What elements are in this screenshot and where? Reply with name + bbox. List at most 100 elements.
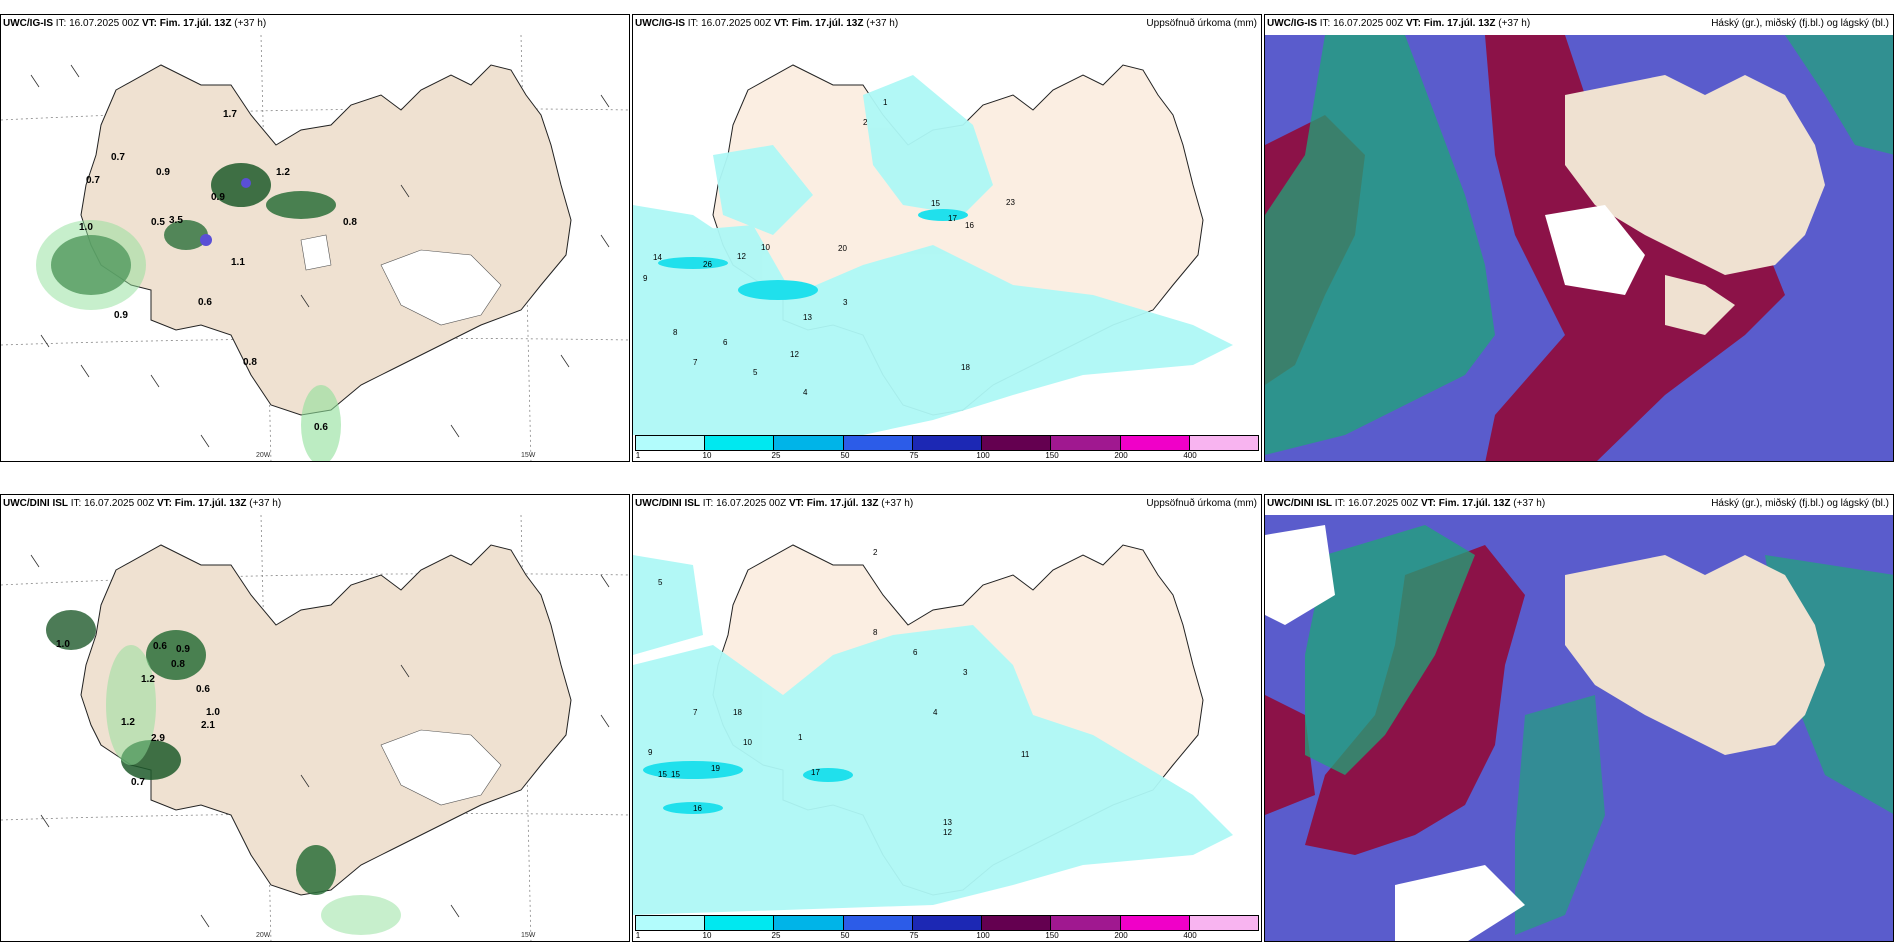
rain-label: 1.0 bbox=[56, 639, 70, 650]
map-wind-rain-top: 0.7 0.9 1.7 0.8 1.2 0.9 0.7 1.0 0.5 3.5 … bbox=[1, 35, 629, 461]
precip-number: 12 bbox=[943, 828, 952, 837]
panel-clouds-top: UWC/IG-IS IT: 16.07.2025 00Z VT: Fim. 17… bbox=[1264, 14, 1894, 462]
rain-label: 1.2 bbox=[276, 167, 290, 178]
colorbar-segment bbox=[636, 436, 706, 450]
precip-number: 12 bbox=[737, 252, 746, 261]
panel-header: UWC/DINI ISL IT: 16.07.2025 00Z VT: Fim.… bbox=[1267, 498, 1546, 509]
precip-number: 19 bbox=[711, 764, 720, 773]
colorbar-labels: 1 10 25 50 75 100 150 200 400 bbox=[635, 451, 1197, 460]
wind-barbs bbox=[30, 554, 610, 928]
colorbar-segment bbox=[1189, 916, 1258, 930]
precip-number: 10 bbox=[761, 243, 770, 252]
rain-label: 0.7 bbox=[86, 175, 100, 186]
rain-label: 0.8 bbox=[171, 659, 185, 670]
rain-label: 0.9 bbox=[176, 644, 190, 655]
precip-areas bbox=[633, 75, 1233, 435]
precip-number: 7 bbox=[693, 358, 698, 367]
precip-number: 10 bbox=[743, 738, 752, 747]
rain-label: 0.7 bbox=[131, 777, 145, 788]
panel-wind-rain-top: UWC/IG-IS IT: 16.07.2025 00Z VT: Fim. 17… bbox=[0, 14, 630, 462]
precip-number: 13 bbox=[943, 818, 952, 827]
rain-label: 0.8 bbox=[243, 357, 257, 368]
panel-header: UWC/IG-IS IT: 16.07.2025 00Z VT: Fim. 17… bbox=[1267, 18, 1531, 29]
clear-land bbox=[1565, 75, 1825, 275]
precip-colorbar bbox=[635, 435, 1259, 451]
precip-number: 17 bbox=[948, 214, 957, 223]
panel-clouds-bottom: UWC/DINI ISL IT: 16.07.2025 00Z VT: Fim.… bbox=[1264, 494, 1894, 942]
map-precip-top: 14 26 12 20 15 17 23 16 9 8 7 6 5 4 3 2 … bbox=[633, 64, 1233, 435]
precip-number: 2 bbox=[863, 118, 868, 127]
precip-number: 9 bbox=[643, 274, 648, 283]
precip-number: 26 bbox=[703, 260, 712, 269]
colorbar-segment bbox=[705, 436, 775, 450]
colorbar-segment bbox=[1189, 436, 1258, 450]
panel-wind-rain-bottom: UWC/DINI ISL IT: 16.07.2025 00Z VT: Fim.… bbox=[0, 494, 630, 942]
cloud-high bbox=[1515, 695, 1605, 935]
precip-number: 18 bbox=[733, 708, 742, 717]
lon-label: 20W bbox=[256, 452, 271, 459]
precip-title: Uppsöfnuð úrkoma (mm) bbox=[1146, 498, 1257, 509]
colorbar-segment bbox=[774, 916, 844, 930]
map-clouds-top bbox=[1265, 35, 1893, 461]
map-wind-rain-bottom: 1.0 1.2 0.6 0.9 0.8 0.6 1.0 2.1 1.2 2.9 … bbox=[1, 515, 629, 941]
clear-land bbox=[1565, 555, 1825, 755]
precip-number: 1 bbox=[798, 733, 803, 742]
rain-label: 1.0 bbox=[206, 707, 220, 718]
precip-number: 16 bbox=[965, 221, 974, 230]
glacier bbox=[380, 729, 502, 806]
colorbar-segment bbox=[982, 916, 1052, 930]
precip-areas bbox=[633, 555, 1233, 915]
colorbar-segment bbox=[912, 436, 983, 450]
precip-number: 11 bbox=[1021, 750, 1030, 759]
glacier bbox=[300, 234, 332, 271]
rain-label: 0.5 bbox=[151, 217, 165, 228]
precip-title: Uppsöfnuð úrkoma (mm) bbox=[1146, 18, 1257, 29]
colorbar-segment bbox=[1051, 436, 1121, 450]
precip-number: 3 bbox=[963, 668, 968, 677]
rain-label: 1.0 bbox=[79, 222, 93, 233]
rain-patches bbox=[36, 163, 341, 461]
precip-number: 5 bbox=[753, 368, 758, 377]
precip-number: 7 bbox=[693, 708, 698, 717]
rain-label: 1.2 bbox=[141, 674, 155, 685]
clear-sea bbox=[1265, 525, 1335, 625]
map-precip-bottom: 15 15 19 17 16 11 10 9 8 7 6 5 4 3 2 1 1… bbox=[633, 544, 1233, 915]
lon-label: 15W bbox=[521, 932, 536, 939]
rain-label: 1.1 bbox=[231, 257, 245, 268]
rain-label: 0.6 bbox=[153, 641, 167, 652]
rain-label: 2.9 bbox=[151, 733, 165, 744]
rain-label: 1.2 bbox=[121, 717, 135, 728]
cloud-high bbox=[1785, 35, 1893, 155]
clear-sea bbox=[1395, 865, 1525, 941]
colorbar-segment bbox=[912, 916, 983, 930]
precip-number: 23 bbox=[1006, 198, 1015, 207]
rain-label: 0.6 bbox=[196, 684, 210, 695]
colorbar-segment bbox=[774, 436, 844, 450]
rain-patches bbox=[46, 610, 401, 935]
colorbar-labels: 1 10 25 50 75 100 150 200 400 bbox=[635, 931, 1197, 940]
cloud-high bbox=[1305, 525, 1475, 775]
map-clouds-bottom bbox=[1265, 515, 1893, 941]
panel-precip-bottom: UWC/DINI ISL IT: 16.07.2025 00Z VT: Fim.… bbox=[632, 494, 1262, 942]
precip-number: 6 bbox=[913, 648, 918, 657]
rain-label: 0.9 bbox=[114, 310, 128, 321]
precip-areas-heavy bbox=[643, 761, 853, 814]
rain-label: 0.9 bbox=[211, 192, 225, 203]
precip-number: 17 bbox=[811, 768, 820, 777]
panel-header: UWC/DINI ISL IT: 16.07.2025 00Z VT: Fim.… bbox=[635, 498, 914, 509]
panel-header: UWC/DINI ISL IT: 16.07.2025 00Z VT: Fim.… bbox=[3, 498, 282, 509]
panel-precip-top: UWC/IG-IS IT: 16.07.2025 00Z VT: Fim. 17… bbox=[632, 14, 1262, 462]
clear-land bbox=[1665, 275, 1735, 335]
lon-label: 15W bbox=[521, 452, 536, 459]
wind-barbs bbox=[30, 64, 610, 448]
precip-number: 6 bbox=[723, 338, 728, 347]
cloud-title: Háský (gr.), miðský (fj.bl.) og lágský (… bbox=[1711, 498, 1889, 509]
rain-label: 0.8 bbox=[343, 217, 357, 228]
precip-number: 1 bbox=[883, 98, 888, 107]
clear-sea bbox=[1545, 205, 1645, 295]
panel-header: UWC/IG-IS IT: 16.07.2025 00Z VT: Fim. 17… bbox=[635, 18, 899, 29]
precip-number: 4 bbox=[803, 388, 808, 397]
rain-label: 0.7 bbox=[111, 152, 125, 163]
precip-number: 3 bbox=[843, 298, 848, 307]
precip-number: 2 bbox=[873, 548, 878, 557]
